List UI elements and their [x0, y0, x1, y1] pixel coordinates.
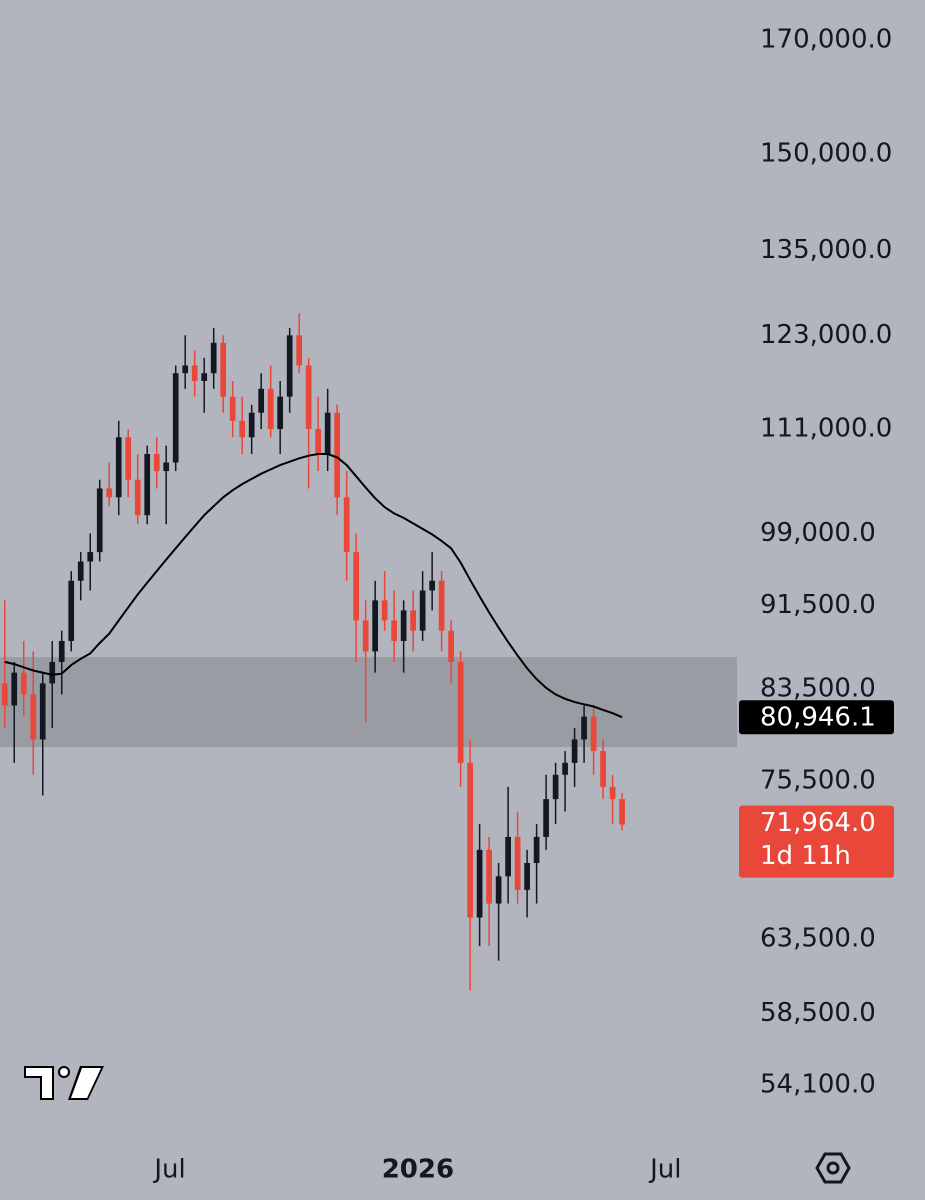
candle-body: [115, 437, 122, 498]
y-tick-label: 63,500.0: [760, 923, 876, 953]
candle-body: [429, 580, 435, 591]
x-tick-label: Jul: [152, 1155, 185, 1185]
candle-body: [334, 412, 341, 498]
candle-body: [438, 580, 445, 631]
tradingview-logo: [24, 1066, 104, 1100]
candle-body: [619, 799, 625, 825]
y-tick-label: 58,500.0: [760, 998, 876, 1028]
candle-body: [505, 836, 511, 877]
candle-body: [87, 552, 94, 562]
candle-body: [457, 661, 464, 763]
candle-body: [77, 561, 84, 581]
candle-body: [182, 365, 189, 374]
moving-average: [4, 453, 623, 719]
candle-body: [296, 335, 303, 366]
settings-center[interactable]: [826, 1161, 840, 1175]
candle-body: [134, 479, 141, 516]
candle-body: [543, 799, 549, 837]
candle-body: [68, 580, 75, 641]
candle-body: [533, 836, 540, 863]
candle-body: [448, 630, 454, 662]
candle-body: [106, 488, 113, 498]
candle-body: [125, 437, 132, 480]
candle-body: [495, 876, 502, 904]
candle-body: [144, 454, 151, 516]
candle-body: [486, 849, 492, 904]
price-tag-label: 71,964.0: [760, 808, 876, 838]
candle-body: [362, 620, 369, 652]
candle-body: [343, 497, 350, 553]
y-tick-label: 150,000.0: [760, 139, 892, 169]
candle-body: [239, 420, 246, 438]
candle-body: [1, 683, 8, 706]
candle-body: [581, 716, 587, 740]
price-zone: [0, 657, 737, 747]
candle-body: [58, 640, 65, 662]
y-tick-label: 99,000.0: [760, 518, 876, 548]
candle-body: [391, 620, 397, 641]
candle-body: [600, 751, 606, 787]
candle-body: [372, 600, 378, 652]
y-tick-label: 170,000.0: [760, 24, 892, 54]
candle-body: [315, 429, 322, 455]
candle-body: [590, 716, 597, 752]
candle-body: [305, 365, 312, 430]
price-tag: [739, 700, 894, 735]
candle-body: [524, 862, 530, 890]
candle-body: [353, 552, 360, 621]
y-tick-label: 91,500.0: [760, 590, 876, 620]
candle-body: [49, 661, 56, 684]
candle-body: [30, 694, 37, 740]
candle-body: [201, 373, 208, 381]
settings-hexagon[interactable]: [815, 1152, 851, 1184]
candle-body: [277, 396, 284, 430]
y-tick-label: 83,500.0: [760, 673, 876, 703]
candle-body: [571, 739, 578, 763]
candle-body: [172, 373, 179, 463]
candle-body: [609, 786, 616, 800]
y-tick-label: 135,000.0: [760, 235, 892, 265]
candle-body: [476, 849, 483, 918]
candle-body: [324, 412, 331, 455]
y-tick-label: 54,100.0: [760, 1070, 876, 1100]
candle-body: [220, 342, 227, 397]
candle-body: [163, 462, 170, 472]
candle-body: [191, 365, 198, 381]
candle-body: [267, 388, 274, 430]
candle-body: [410, 610, 416, 631]
candle-body: [514, 836, 521, 890]
y-tick-label: 111,000.0: [760, 414, 892, 444]
price-tag-label: 80,946.1: [760, 703, 876, 733]
candle-body: [96, 488, 103, 553]
candle-body: [562, 762, 568, 775]
candle-body: [552, 774, 559, 800]
candle-body: [419, 590, 426, 631]
settings-button[interactable]: [815, 1152, 851, 1184]
candle-body: [11, 672, 18, 706]
candle-body: [248, 412, 255, 438]
price-tag: [739, 805, 894, 878]
price-tag-timer: 1d 11h: [760, 841, 851, 871]
candle-body: [20, 672, 27, 695]
candle-body: [153, 454, 160, 472]
candle-body: [210, 342, 217, 374]
candle-body: [467, 762, 473, 918]
x-tick-label: Jul: [648, 1155, 681, 1185]
candle-body: [39, 683, 46, 740]
candle-body: [258, 388, 265, 413]
candle-body: [400, 610, 407, 641]
candle-body: [286, 335, 293, 397]
candle-body: [229, 396, 236, 421]
x-tick-label: 2026: [382, 1155, 454, 1185]
candle-body: [381, 600, 388, 621]
y-tick-label: 75,500.0: [760, 765, 876, 795]
y-tick-label: 123,000.0: [760, 320, 892, 350]
